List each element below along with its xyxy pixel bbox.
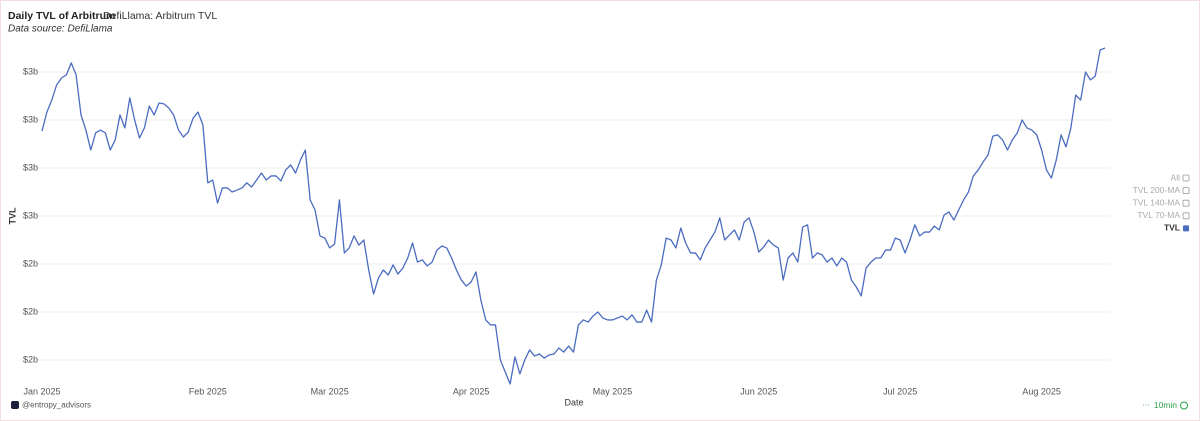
refresh-icon bbox=[1180, 401, 1188, 410]
legend-toggle-box[interactable] bbox=[1182, 199, 1190, 207]
legend-toggle-label[interactable]: TVL 200-MA bbox=[1133, 185, 1181, 195]
x-tick-label: Mar 2025 bbox=[311, 386, 349, 396]
legend-label[interactable]: TVL bbox=[1164, 223, 1180, 233]
x-tick-label: Apr 2025 bbox=[453, 386, 490, 396]
legend-toggle-box[interactable] bbox=[1182, 212, 1190, 220]
legend-toggle-label[interactable]: TVL 140-MA bbox=[1133, 197, 1181, 207]
x-tick-label: Jul 2025 bbox=[883, 386, 917, 396]
x-tick-label: Feb 2025 bbox=[189, 386, 227, 396]
y-tick-label: $3b bbox=[23, 162, 38, 172]
more-icon[interactable]: ··· bbox=[1142, 401, 1150, 410]
watermark: @entropy_advisors bbox=[22, 401, 91, 410]
y-tick-label: $3b bbox=[23, 210, 38, 220]
source-note: Data source: DefiLlama bbox=[8, 24, 113, 35]
watermark-icon bbox=[11, 401, 19, 409]
y-tick-label: $3b bbox=[23, 114, 38, 124]
legend-toggle-label[interactable]: All bbox=[1171, 172, 1181, 182]
y-tick-label: $2b bbox=[23, 258, 38, 268]
data-line bbox=[41, 47, 1106, 385]
y-tick-label: $2b bbox=[23, 354, 38, 364]
chart-subtitle: DefiLlama: Arbitrum TVL bbox=[103, 10, 217, 22]
y-tick-label: $3b bbox=[23, 66, 38, 76]
chart-title: Daily TVL of Arbitrum bbox=[8, 10, 115, 22]
x-axis-label: Date bbox=[564, 397, 583, 407]
x-tick-label: Aug 2025 bbox=[1022, 386, 1061, 396]
legend-toggle-box[interactable] bbox=[1182, 187, 1190, 195]
legend-toggle-label[interactable]: TVL 70-MA bbox=[1137, 210, 1180, 220]
x-tick-label: Jan 2025 bbox=[23, 386, 60, 396]
y-axis-label: TVL bbox=[7, 207, 17, 225]
y-tick-label: $2b bbox=[23, 306, 38, 316]
x-tick-label: Jun 2025 bbox=[740, 386, 777, 396]
x-tick-label: May 2025 bbox=[593, 386, 633, 396]
legend-swatch[interactable] bbox=[1183, 225, 1189, 232]
refresh-interval: 10min bbox=[1154, 400, 1177, 410]
legend-toggle-box[interactable] bbox=[1182, 174, 1190, 182]
